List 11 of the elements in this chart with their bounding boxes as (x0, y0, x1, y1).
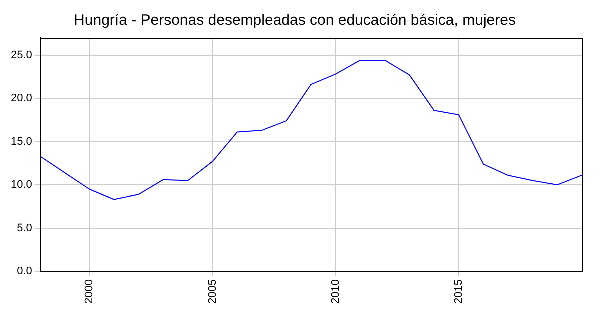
chart-title: Hungría - Personas desempleadas con educación básica, mujeres (74, 12, 516, 30)
x-tick-label: 2000 (84, 280, 96, 304)
y-tick-label: 0.0 (17, 266, 32, 278)
x-tick-label: 2010 (330, 280, 342, 304)
x-tick-label: 2005 (206, 280, 219, 304)
x-tick-label: 2015 (452, 280, 465, 304)
y-tick-label: 10.0 (10, 179, 32, 192)
y-tick-label: 5.0 (17, 222, 32, 234)
y-tick-label: 15.0 (10, 136, 32, 148)
y-tick-label: 25.0 (10, 49, 32, 62)
y-tick-label: 20.0 (10, 92, 32, 105)
